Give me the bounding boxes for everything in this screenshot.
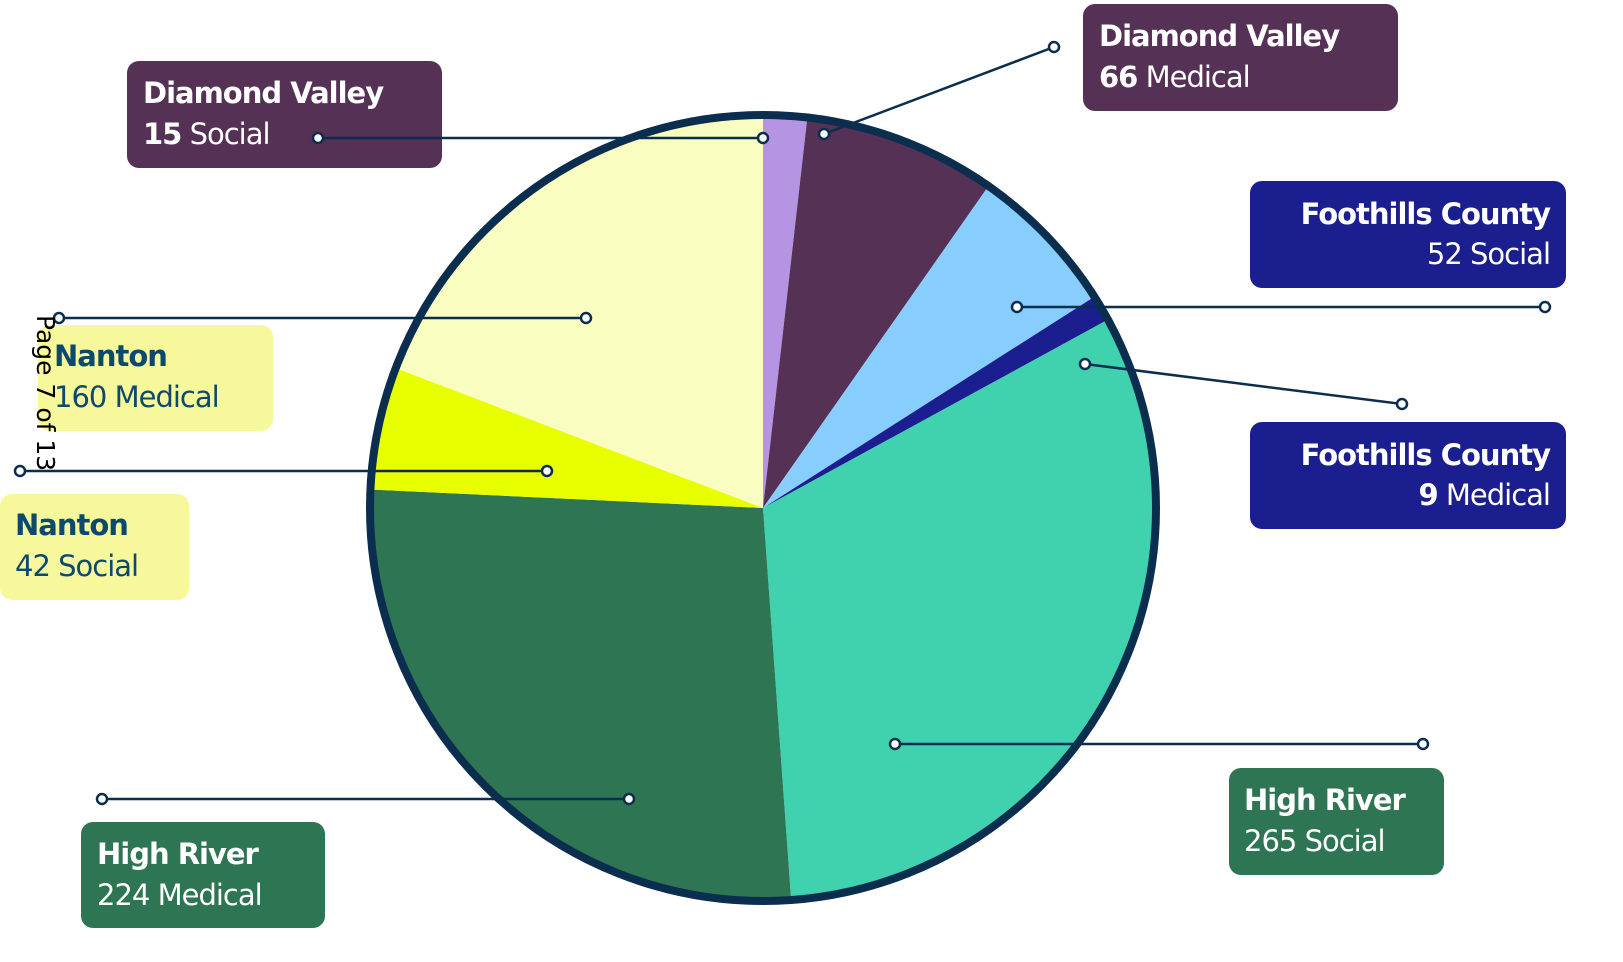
leader-dot [13, 464, 27, 478]
label-kind: Medical [115, 380, 219, 414]
leader-dot [1078, 357, 1092, 371]
leader-line [823, 45, 1055, 136]
pie-slice [763, 117, 989, 509]
pie-slice [370, 489, 792, 901]
pie-slice [763, 296, 1108, 508]
leader-dot [52, 311, 66, 325]
pie-slice [395, 115, 763, 508]
label-box [1250, 422, 1566, 529]
label-name: Foothills County [1301, 197, 1552, 231]
leader-dot [1047, 40, 1061, 54]
label-name: High River [1244, 783, 1407, 817]
label-box [1229, 768, 1444, 875]
label-value: 52 Social [1427, 237, 1550, 271]
label-value: 42 Social [15, 549, 138, 583]
label-name: Foothills County [1301, 438, 1552, 472]
leader-dot [1395, 397, 1409, 411]
label-kind: Medical [1146, 60, 1250, 94]
pie-slice [763, 186, 1095, 508]
leader-line [1084, 362, 1403, 406]
label-number: 9 [1418, 478, 1437, 512]
label-box [1083, 4, 1398, 111]
leader-dot [622, 792, 636, 806]
label-number: 160 [54, 380, 106, 414]
label-number: 66 [1099, 60, 1137, 94]
leader-dot [95, 792, 109, 806]
leader-dot [817, 127, 831, 141]
label-kind: Medical [1446, 478, 1550, 512]
label-value: 265 Social [1244, 824, 1385, 858]
label-kind: Social [1305, 824, 1385, 858]
pie-slice [763, 319, 1156, 900]
label-box [0, 494, 189, 600]
label-value: 66 Medical [1099, 60, 1250, 94]
label-value: 9 Medical [1418, 478, 1550, 512]
label-box [81, 822, 325, 928]
label-value: 160 Medical [54, 380, 219, 414]
label-number: 224 [97, 878, 149, 912]
label-box [1250, 181, 1566, 288]
label-value: 224 Medical [97, 878, 262, 912]
label-box [38, 325, 273, 431]
leader-dot [311, 131, 325, 145]
label-kind: Medical [158, 878, 262, 912]
label-number: 52 [1427, 237, 1462, 271]
label-name: High River [97, 837, 260, 871]
pie-outline [366, 111, 1160, 905]
leader-dot [756, 131, 770, 145]
label-value: 15 Social [143, 117, 270, 151]
pie-slice [763, 115, 808, 508]
label-kind: Social [58, 549, 138, 583]
label-name: Nanton [15, 508, 128, 542]
leader-dot [1538, 300, 1552, 314]
leader-dot [579, 311, 593, 325]
label-name: Nanton [54, 339, 167, 373]
page-label: Page 7 of 13 [31, 315, 60, 471]
label-number: 265 [1244, 824, 1296, 858]
leader-dot [1416, 737, 1430, 751]
leader-dot [540, 464, 554, 478]
pie-slice [370, 368, 763, 508]
label-kind: Social [190, 117, 270, 151]
label-number: 15 [143, 117, 181, 151]
label-box [127, 61, 442, 168]
label-name: Diamond Valley [1099, 19, 1340, 53]
label-kind: Social [1470, 237, 1550, 271]
label-number: 42 [15, 549, 50, 583]
label-name: Diamond Valley [143, 76, 384, 110]
leader-dot [888, 737, 902, 751]
leader-dot [1010, 300, 1024, 314]
